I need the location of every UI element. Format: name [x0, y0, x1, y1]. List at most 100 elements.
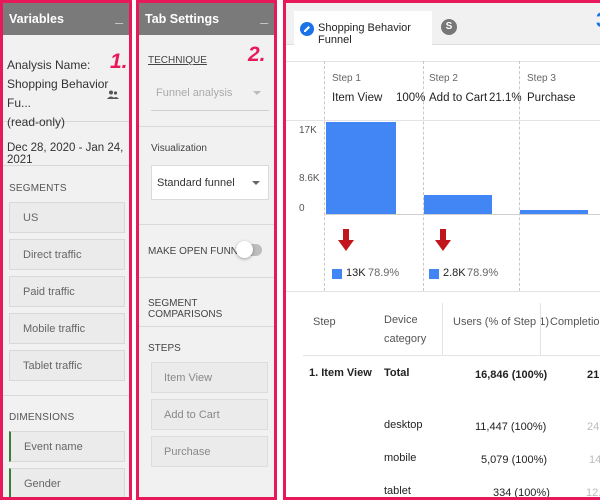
divider — [139, 126, 274, 127]
table-completion-cell: 12.5 — [586, 487, 600, 499]
table-step-cell: 1. Item View — [309, 367, 372, 379]
table-completion-cell: 21.1 — [587, 369, 600, 381]
divider — [303, 355, 600, 356]
step-1-header: Step 1 Item View 100% — [286, 65, 425, 121]
funnel-bar-step-3[interactable] — [520, 210, 588, 214]
dimension-event-name[interactable]: Event name — [9, 431, 125, 462]
technique-value: Funnel analysis — [156, 87, 233, 99]
segment-us[interactable]: US — [9, 202, 125, 233]
technique-label: TECHNIQUE — [148, 55, 207, 66]
table-header-step[interactable]: Step — [313, 316, 336, 328]
tab-settings-panel: Tab Settings _ 2. TECHNIQUE Funnel analy… — [136, 0, 277, 500]
open-funnel-toggle[interactable] — [236, 241, 262, 258]
dimensions-title: DIMENSIONS — [9, 412, 75, 423]
table-users-cell: 16,846 (100%) — [475, 369, 548, 381]
segment-tablet-traffic[interactable]: Tablet traffic — [9, 350, 125, 381]
divider — [139, 277, 274, 278]
dimension-gender[interactable]: Gender — [9, 468, 125, 497]
funnel-bar-step-1[interactable] — [326, 122, 396, 214]
visualization-select[interactable]: Standard funnel — [151, 165, 269, 200]
visualization-value: Standard funnel — [157, 177, 235, 189]
chevron-down-icon — [253, 91, 261, 95]
divider — [540, 303, 541, 355]
step-3-header: Step 3 Purchase — [519, 65, 599, 121]
divider — [3, 395, 129, 396]
steps-label: STEPS — [148, 343, 181, 354]
x-axis — [324, 214, 600, 215]
chevron-down-icon — [252, 181, 260, 185]
pencil-icon[interactable] — [300, 22, 314, 36]
variables-title: Variables — [9, 12, 64, 26]
step-number: Step 2 — [429, 73, 458, 84]
step-purchase[interactable]: Purchase — [151, 436, 268, 467]
divider — [324, 61, 325, 291]
drop-value: 2.8K — [443, 267, 466, 279]
report-tab-title: Shopping Behavior Funnel — [318, 22, 411, 46]
report-tab-bar: Shopping Behavior Funnel S — [286, 3, 600, 46]
visualization-label: Visualization — [151, 143, 207, 154]
variables-header: Variables _ — [3, 3, 129, 35]
tab-settings-title: Tab Settings — [145, 12, 220, 26]
table-header-users[interactable]: Users (% of Step 1) — [453, 316, 549, 328]
down-arrow-icon — [338, 229, 354, 251]
analysis-label: Analysis Name: — [7, 58, 91, 72]
divider — [442, 303, 443, 355]
funnel-steps-header: Step 1 Item View 100% Step 2 Add to Cart… — [286, 65, 600, 121]
step-number: Step 3 — [527, 73, 556, 84]
table-device-cell: Total — [384, 367, 410, 379]
step-item-view[interactable]: Item View — [151, 362, 268, 393]
step-name: Purchase — [527, 92, 576, 104]
drop-percent: 78.9% — [467, 267, 499, 279]
table-users-cell: 5,079 (100%) — [481, 454, 548, 466]
technique-select: Funnel analysis — [151, 76, 269, 111]
date-range-text: Dec 28, 2020 - Jan 24, 2021 — [7, 142, 124, 166]
step-number: Step 1 — [332, 73, 361, 84]
open-funnel-label: MAKE OPEN FUNNEL — [148, 246, 251, 257]
table-users-cell: 11,447 (100%) — [475, 421, 547, 433]
segment-comparisons-label[interactable]: SEGMENT COMPARISONS — [148, 298, 223, 320]
table-completion-cell: 24.4 — [587, 421, 600, 433]
table-users-cell: 334 (100%) — [493, 487, 550, 499]
segment-mobile-traffic[interactable]: Mobile traffic — [9, 313, 125, 344]
y-tick: 8.6K — [299, 173, 320, 184]
divider — [139, 326, 274, 327]
table-header-device[interactable]: Device category — [384, 314, 427, 345]
toggle-knob — [236, 241, 253, 258]
step-2-header: Step 2 Add to Cart 21.1% — [423, 65, 522, 121]
tab-settings-header: Tab Settings _ — [139, 3, 274, 35]
funnel-bar-step-2[interactable] — [424, 195, 492, 214]
minimize-icon[interactable]: _ — [260, 9, 268, 25]
segment-paid-traffic[interactable]: Paid traffic — [9, 276, 125, 307]
readonly-label: (read-only) — [7, 115, 66, 129]
minimize-icon[interactable]: _ — [115, 9, 123, 25]
drop-legend-swatch — [332, 269, 342, 279]
segment-chip[interactable]: S — [441, 19, 457, 35]
table-header-completion[interactable]: Completion ra — [550, 316, 600, 328]
y-tick: 0 — [299, 203, 305, 214]
variables-panel: Variables _ Analysis Name: Shopping Beha… — [0, 0, 132, 500]
table-device-cell: tablet — [384, 485, 411, 497]
step-name: Item View — [332, 92, 383, 104]
step-percent: 21.1% — [489, 92, 522, 104]
drop-value: 13K — [346, 267, 366, 279]
report-panel: Shopping Behavior Funnel S 3 Step 1 Item… — [283, 0, 600, 500]
table-device-cell: mobile — [384, 452, 417, 464]
table-completion-cell: 14. — [589, 454, 600, 466]
date-range[interactable]: Dec 28, 2020 - Jan 24, 2021 — [3, 136, 129, 166]
divider — [286, 120, 600, 121]
divider — [423, 61, 424, 291]
report-tab[interactable]: Shopping Behavior Funnel — [294, 11, 432, 46]
table-device-cell: desktop — [384, 419, 423, 431]
y-tick: 17K — [299, 125, 317, 136]
people-icon[interactable] — [107, 90, 119, 100]
step-badge-2: 2. — [248, 43, 266, 66]
step-badge-1: 1. — [110, 50, 128, 73]
segments-title: SEGMENTS — [9, 183, 67, 194]
drop-legend-swatch — [429, 269, 439, 279]
down-arrow-icon — [435, 229, 451, 251]
divider — [139, 224, 274, 225]
step-name: Add to Cart — [429, 92, 488, 104]
step-add-to-cart[interactable]: Add to Cart — [151, 399, 268, 430]
segment-direct-traffic[interactable]: Direct traffic — [9, 239, 125, 270]
analysis-name-box: Analysis Name: Shopping Behavior Fu... (… — [3, 48, 129, 129]
